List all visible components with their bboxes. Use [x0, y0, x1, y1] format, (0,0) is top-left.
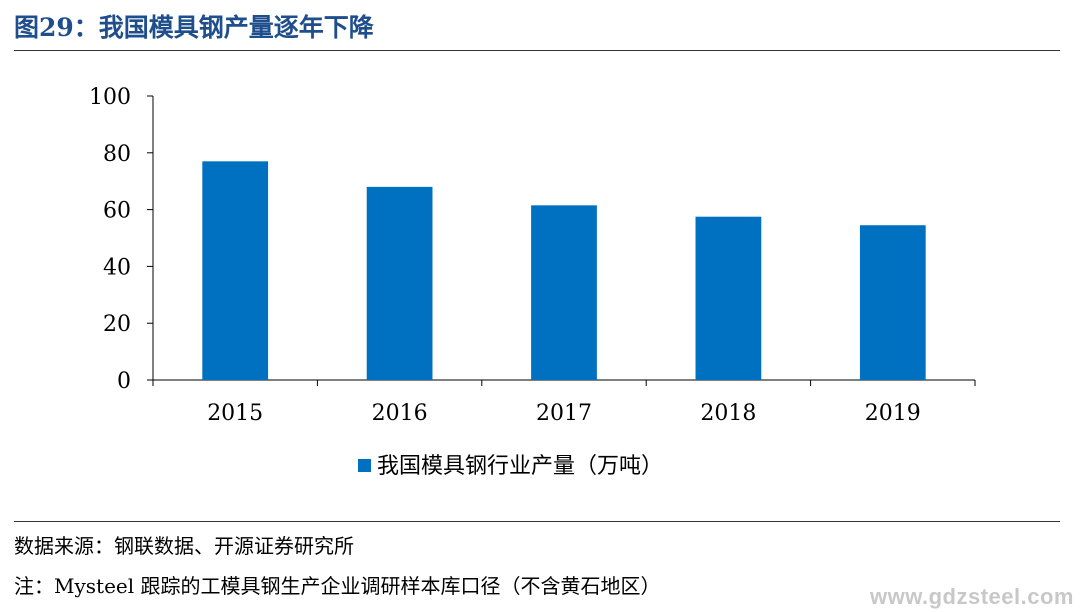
site-watermark: www.gdzsteel.com: [869, 584, 1074, 609]
bar-chart: 0 20 40 60 80 100 2015 2016 2017 2018 2019 我国模具钢行…: [89, 85, 976, 479]
y-tick-label: 0: [117, 369, 131, 394]
x-tick-label: 2015: [207, 401, 263, 426]
chart-title: 图29：我国模具钢产量逐年下降: [14, 13, 374, 42]
x-tick-label: 2019: [865, 401, 921, 426]
x-axis: 2015 2016 2017 2018 2019: [152, 379, 976, 426]
bottom-divider: [14, 521, 1060, 522]
legend-swatch: [358, 459, 371, 472]
bar-2017: [531, 205, 597, 380]
bar-2018: [695, 216, 762, 380]
x-tick-label: 2017: [536, 401, 592, 426]
bar-2015: [202, 161, 269, 380]
top-divider: [14, 50, 1060, 51]
data-source-note: 数据来源：钢联数据、开源证券研究所: [14, 534, 354, 558]
bar-2019: [859, 225, 926, 380]
bars: [202, 161, 926, 380]
x-tick-label: 2016: [372, 401, 428, 426]
y-tick-label: 40: [103, 255, 131, 280]
y-tick-label: 60: [103, 199, 131, 224]
bar-2016: [366, 186, 433, 380]
y-tick-label: 20: [103, 312, 131, 337]
y-axis: 0 20 40 60 80 100: [89, 85, 154, 394]
legend: 我国模具钢行业产量（万吨）: [358, 454, 663, 479]
y-tick-label: 80: [103, 142, 131, 167]
y-tick-label: 100: [89, 85, 131, 110]
footnote: 注：Mysteel 跟踪的工模具钢生产企业调研样本库口径（不含黄石地区）: [14, 574, 661, 598]
x-tick-label: 2018: [700, 401, 756, 426]
legend-label: 我国模具钢行业产量（万吨）: [377, 454, 663, 479]
